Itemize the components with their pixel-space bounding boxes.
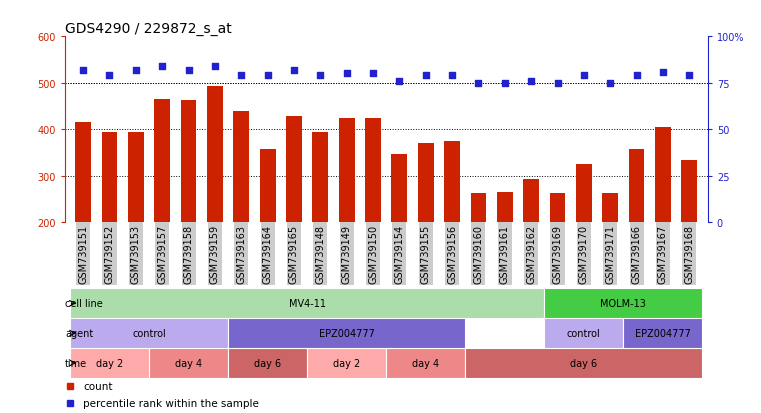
Point: [235, 73, 247, 79]
Bar: [524, 180, 539, 223]
Point: [498, 80, 511, 87]
Text: day 6: day 6: [254, 358, 281, 368]
Text: EPZ004777: EPZ004777: [635, 328, 691, 338]
Text: percentile rank within the sample: percentile rank within the sample: [84, 398, 260, 408]
Text: control: control: [567, 328, 600, 338]
Text: day 2: day 2: [333, 358, 360, 368]
Point: [183, 67, 195, 74]
Text: day 4: day 4: [412, 358, 439, 368]
Bar: [465, 348, 702, 378]
Text: day 4: day 4: [175, 358, 202, 368]
Point: [446, 73, 458, 79]
Bar: [549, 194, 565, 223]
Bar: [391, 154, 407, 223]
Bar: [629, 150, 645, 223]
Bar: [101, 132, 117, 223]
Bar: [444, 142, 460, 223]
Bar: [70, 289, 544, 318]
Point: [657, 69, 669, 76]
Text: MOLM-13: MOLM-13: [600, 299, 646, 309]
Text: control: control: [132, 328, 166, 338]
Bar: [602, 194, 618, 223]
Text: MV4-11: MV4-11: [288, 299, 326, 309]
Bar: [365, 118, 381, 223]
Point: [130, 67, 142, 74]
Point: [341, 71, 353, 78]
Point: [473, 80, 485, 87]
Point: [525, 78, 537, 85]
Bar: [307, 348, 386, 378]
Text: time: time: [65, 358, 88, 368]
Text: cell line: cell line: [65, 299, 103, 309]
Point: [262, 73, 274, 79]
Bar: [470, 194, 486, 223]
Point: [156, 64, 168, 70]
Text: agent: agent: [65, 328, 94, 338]
Bar: [386, 348, 465, 378]
Bar: [228, 318, 465, 348]
Bar: [70, 318, 228, 348]
Text: day 2: day 2: [96, 358, 123, 368]
Bar: [544, 289, 702, 318]
Point: [578, 73, 590, 79]
Bar: [544, 318, 623, 348]
Bar: [623, 318, 702, 348]
Bar: [228, 348, 307, 378]
Text: day 6: day 6: [570, 358, 597, 368]
Point: [393, 78, 406, 85]
Bar: [149, 348, 228, 378]
Point: [630, 73, 642, 79]
Bar: [207, 87, 223, 223]
Bar: [286, 117, 302, 223]
Bar: [75, 123, 91, 223]
Bar: [128, 132, 144, 223]
Bar: [154, 100, 170, 223]
Point: [604, 80, 616, 87]
Bar: [418, 144, 434, 223]
Text: GDS4290 / 229872_s_at: GDS4290 / 229872_s_at: [65, 22, 231, 36]
Point: [683, 73, 696, 79]
Point: [103, 73, 116, 79]
Point: [77, 67, 89, 74]
Bar: [313, 132, 328, 223]
Point: [209, 64, 221, 70]
Bar: [70, 348, 149, 378]
Text: count: count: [84, 381, 113, 391]
Text: EPZ004777: EPZ004777: [319, 328, 374, 338]
Point: [419, 73, 431, 79]
Point: [367, 71, 379, 78]
Bar: [497, 192, 513, 223]
Point: [314, 73, 326, 79]
Point: [552, 80, 564, 87]
Bar: [339, 118, 355, 223]
Point: [288, 67, 300, 74]
Bar: [655, 128, 671, 223]
Bar: [681, 161, 697, 223]
Bar: [234, 112, 249, 223]
Bar: [180, 101, 196, 223]
Bar: [260, 150, 275, 223]
Bar: [576, 165, 592, 223]
